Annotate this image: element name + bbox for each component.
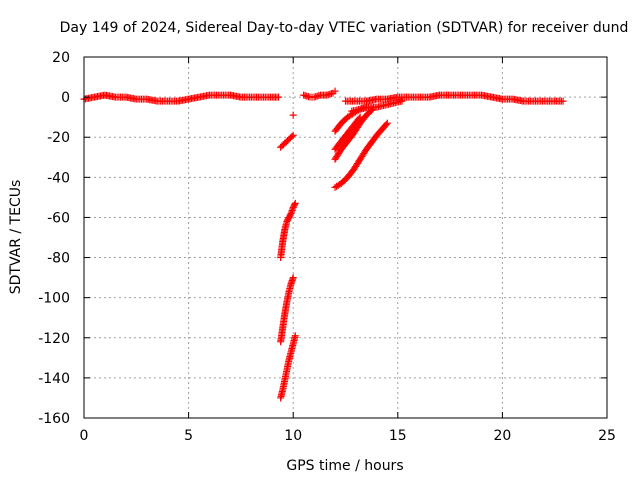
x-tick-label: 20 [493,428,511,444]
data-point [355,115,363,123]
series-recovery-1 [331,119,391,191]
plot-frame [83,56,608,419]
data-point [383,119,391,127]
series-isolated [289,111,297,119]
series-drop-2 [277,199,299,262]
data-point [289,131,297,139]
x-tick-label: 5 [184,428,193,444]
y-tick-label: -40 [47,170,70,186]
y-tick-label: -60 [47,210,70,226]
data-point [291,201,299,209]
y-tick-label: -140 [38,371,70,387]
x-tick-label: 15 [389,428,407,444]
data-point [291,332,299,340]
x-tick-label: 10 [284,428,302,444]
series-baseline-late [342,91,567,105]
data-point [291,199,299,207]
data-point [289,111,297,119]
x-tick-label: 25 [598,428,616,444]
data-point [356,113,364,121]
y-tick-label: -120 [38,331,70,347]
x-axis-label: GPS time / hours [286,458,403,474]
data-point [275,93,283,101]
series-baseline-mid [300,87,339,101]
series-drop-4 [277,332,299,402]
y-tick-label: -80 [47,251,70,267]
series-recovery-band [348,97,406,115]
series-drop-1 [277,131,297,151]
series-drop-3 [277,274,297,346]
y-tick-label: 0 [61,90,70,106]
x-tick-label: 0 [80,428,89,444]
data-point [331,87,339,95]
data-points [80,87,567,402]
series-recovery-3 [331,113,364,153]
data-point [382,120,390,128]
series-baseline [80,91,283,105]
data-point [288,133,296,141]
y-tick-label: -20 [47,130,70,146]
y-tick-label: -100 [38,291,70,307]
chart-title: Day 149 of 2024, Sidereal Day-to-day VTE… [60,20,629,36]
axis-ticks: 0 5 10 15 20 25 20 0 -20 -40 -60 -80 -100 -120 -140 -16… [38,50,616,444]
y-tick-label: -160 [38,411,70,427]
y-tick-label: 20 [52,50,70,66]
data-point [398,97,406,105]
data-point [289,274,297,282]
y-axis-label: SDTVAR / TECUs [8,180,24,295]
data-point [559,97,567,105]
